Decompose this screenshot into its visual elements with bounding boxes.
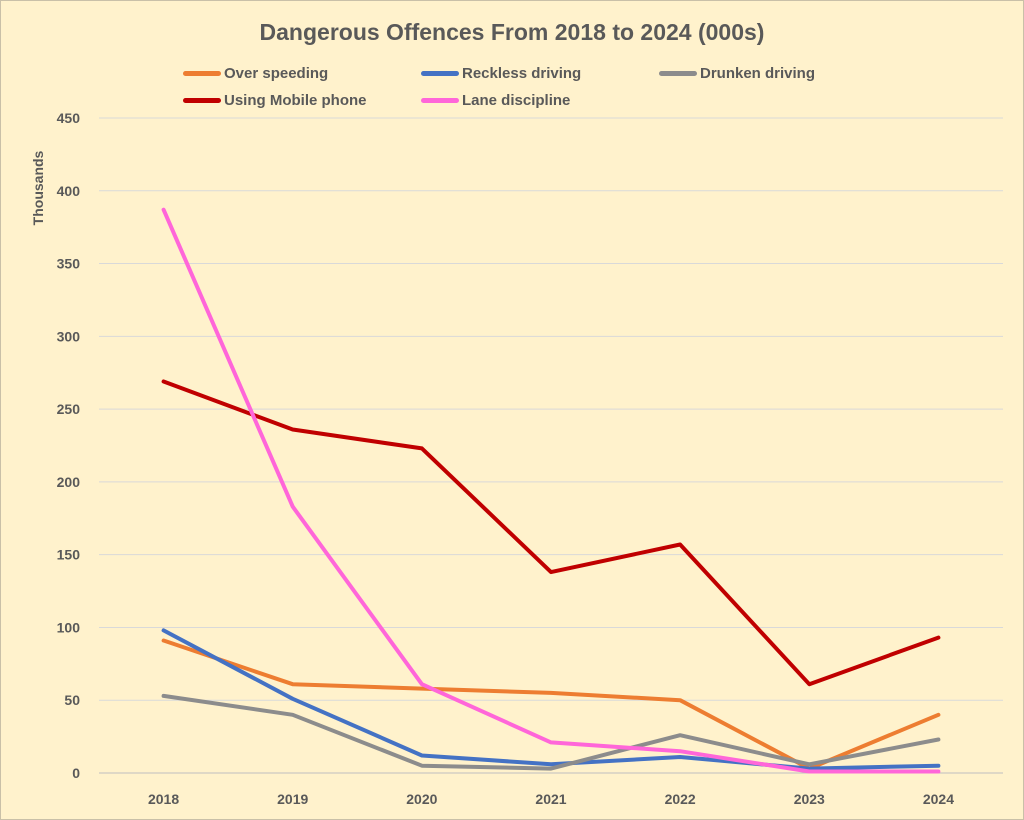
y-tick-label-100: 100: [57, 619, 81, 635]
x-tick-label-2022: 2022: [665, 791, 696, 807]
legend-label-drunken-driving: Drunken driving: [700, 65, 816, 82]
y-tick-labels: 0 50 100 150 200 250 300 350 400 450: [57, 110, 81, 781]
x-tick-label-2018: 2018: [148, 791, 179, 807]
legend-label-using-mobile-phone: Using Mobile phone: [224, 92, 367, 109]
series-line-drunken-driving: [161, 693, 941, 771]
x-tick-label-2023: 2023: [794, 791, 825, 807]
series-line-reckless-driving: [161, 628, 941, 771]
x-tick-label-2024: 2024: [923, 791, 954, 807]
y-tick-label-400: 400: [57, 183, 81, 199]
y-tick-label-350: 350: [57, 256, 81, 272]
legend-swatch-reckless-driving: [421, 71, 459, 76]
legend-item-drunken-driving: Drunken driving: [659, 65, 815, 82]
y-tick-label-450: 450: [57, 110, 81, 126]
legend-item-lane-discipline: Lane discipline: [421, 92, 570, 109]
x-tick-label-2020: 2020: [406, 791, 437, 807]
x-tick-label-2019: 2019: [277, 791, 308, 807]
y-tick-label-200: 200: [57, 474, 81, 490]
y-tick-label-250: 250: [57, 401, 81, 417]
chart-title: Dangerous Offences From 2018 to 2024 (00…: [259, 19, 765, 45]
gridlines: [99, 117, 1003, 774]
legend-label-reckless-driving: Reckless driving: [462, 65, 582, 82]
series-line-using-mobile-phone: [161, 379, 941, 687]
series-lines: [161, 207, 941, 774]
y-tick-label-150: 150: [57, 547, 81, 563]
x-tick-labels: 2018 2019 2020 2021 2022 2023 2024: [148, 791, 954, 807]
x-tick-label-2021: 2021: [535, 791, 566, 807]
legend-swatch-lane-discipline: [421, 98, 459, 103]
legend-item-over-speeding: Over speeding: [183, 65, 328, 82]
y-tick-label-300: 300: [57, 328, 81, 344]
legend-label-lane-discipline: Lane discipline: [462, 92, 571, 109]
legend-item-reckless-driving: Reckless driving: [421, 65, 581, 82]
legend-label-over-speeding: Over speeding: [224, 65, 329, 82]
y-tick-label-50: 50: [64, 692, 80, 708]
legend-swatch-drunken-driving: [659, 71, 697, 76]
legend-swatch-over-speeding: [183, 71, 221, 76]
legend-swatch-using-mobile-phone: [183, 98, 221, 103]
legend-item-using-mobile-phone: Using Mobile phone: [183, 92, 367, 109]
series-line-over-speeding: [161, 638, 941, 771]
series-line-lane-discipline: [161, 207, 941, 774]
y-tick-label-0: 0: [72, 765, 80, 781]
